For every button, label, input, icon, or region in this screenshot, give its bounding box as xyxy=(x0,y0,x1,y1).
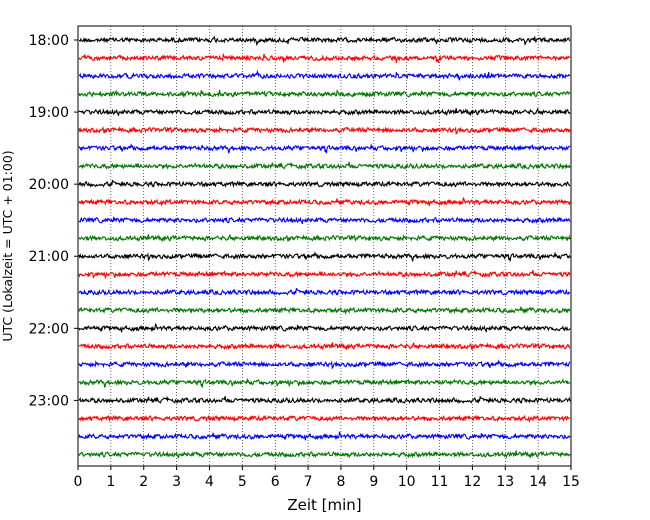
x-tick-label: 6 xyxy=(271,474,280,490)
x-axis-label: Zeit [min] xyxy=(287,496,361,514)
trace-line xyxy=(78,216,571,225)
x-tick-label: 9 xyxy=(369,474,378,490)
trace-line xyxy=(78,269,571,280)
trace-line xyxy=(78,197,571,207)
x-tick-label: 13 xyxy=(496,474,514,490)
x-tick-label: 14 xyxy=(529,474,547,490)
x-tick-label: 12 xyxy=(463,474,481,490)
trace-line xyxy=(78,431,571,441)
x-tick-label: 7 xyxy=(304,474,313,490)
seismic-traces xyxy=(78,36,571,459)
trace-line xyxy=(78,251,571,262)
trace-line xyxy=(78,414,571,424)
trace-line xyxy=(78,179,571,188)
trace-line xyxy=(78,450,571,459)
y-tick-label: 19:00 xyxy=(29,105,69,121)
trace-line xyxy=(78,395,571,405)
y-tick-label: 18:00 xyxy=(29,33,69,49)
x-tick-label: 4 xyxy=(205,474,214,490)
y-axis-label: UTC (Lokalzeit = UTC + 01:00) xyxy=(0,150,15,341)
x-tick-label: 8 xyxy=(336,474,345,490)
grid-lines xyxy=(110,26,539,466)
trace-line xyxy=(78,233,571,243)
trace-line xyxy=(78,142,571,154)
trace-line xyxy=(78,288,571,297)
x-axis: 0 1 2 3 4 5 6 7 8 9 10 11 12 13 14 15 xyxy=(74,466,580,490)
trace-line xyxy=(78,69,571,81)
y-tick-label: 22:00 xyxy=(29,321,69,337)
y-tick-label: 20:00 xyxy=(29,177,69,193)
x-tick-label: 3 xyxy=(172,474,181,490)
trace-line xyxy=(78,306,571,315)
trace-line xyxy=(78,52,571,63)
trace-line xyxy=(78,125,571,136)
trace-line xyxy=(78,88,571,98)
trace-line xyxy=(78,323,571,333)
x-tick-label: 5 xyxy=(238,474,247,490)
y-axis: 18:00 19:00 20:00 21:00 22:00 23:00 xyxy=(29,33,78,409)
x-tick-label: 1 xyxy=(106,474,115,490)
x-tick-label: 15 xyxy=(562,474,580,490)
y-tick-label: 21:00 xyxy=(29,249,69,265)
trace-line xyxy=(78,359,571,370)
x-tick-label: 2 xyxy=(139,474,148,490)
trace-line xyxy=(78,36,571,47)
trace-line xyxy=(78,108,571,117)
x-tick-label: 11 xyxy=(431,474,449,490)
trace-line xyxy=(78,377,571,388)
trace-line xyxy=(78,161,571,170)
x-tick-label: 0 xyxy=(74,474,83,490)
plot-frame xyxy=(77,25,572,467)
y-tick-label: 23:00 xyxy=(29,393,69,409)
x-tick-label: 10 xyxy=(398,474,416,490)
trace-line xyxy=(78,342,571,351)
